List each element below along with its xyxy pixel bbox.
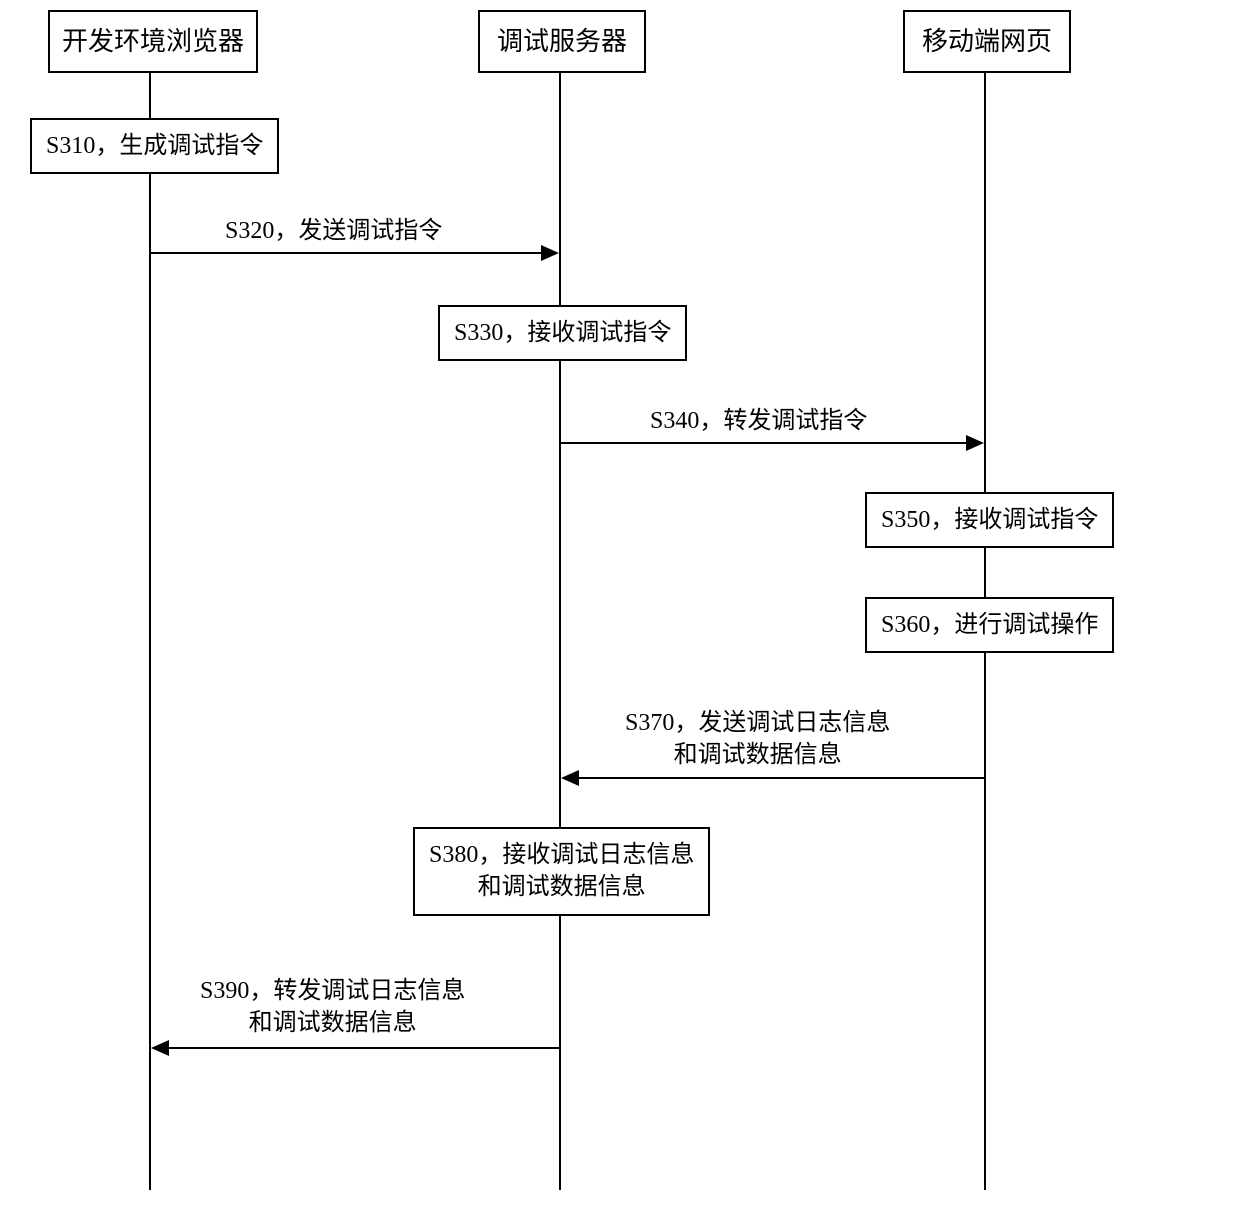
step-s380: S380，接收调试日志信息 和调试数据信息 — [413, 827, 710, 916]
msg-s320-text: S320，发送调试指令 — [225, 218, 442, 244]
step-s360: S360，进行调试操作 — [865, 597, 1114, 653]
arrow-s340 — [561, 442, 968, 444]
arrow-s370 — [578, 777, 985, 779]
step-s380-line2: 和调试数据信息 — [478, 874, 646, 900]
msg-s370-label: S370，发送调试日志信息 和调试数据信息 — [625, 707, 890, 772]
arrow-s320 — [151, 252, 543, 254]
msg-s320-label: S320，发送调试指令 — [225, 215, 442, 247]
actor-server: 调试服务器 — [478, 10, 646, 73]
step-s350-text: S350，接收调试指令 — [881, 507, 1098, 533]
step-s380-line1: S380，接收调试日志信息 — [429, 842, 694, 868]
arrow-s390-head — [151, 1040, 169, 1056]
msg-s370-line1: S370，发送调试日志信息 — [625, 710, 890, 736]
actor-mobile-label: 移动端网页 — [922, 27, 1052, 56]
step-s350: S350，接收调试指令 — [865, 492, 1114, 548]
msg-s370-line2: 和调试数据信息 — [674, 742, 842, 768]
actor-browser-label: 开发环境浏览器 — [62, 27, 244, 56]
step-s310: S310，生成调试指令 — [30, 118, 279, 174]
actor-browser: 开发环境浏览器 — [48, 10, 258, 73]
msg-s390-line2: 和调试数据信息 — [249, 1010, 417, 1036]
step-s330: S330，接收调试指令 — [438, 305, 687, 361]
msg-s340-text: S340，转发调试指令 — [650, 408, 867, 434]
lifeline-server — [559, 72, 561, 1190]
actor-server-label: 调试服务器 — [497, 27, 627, 56]
actor-mobile: 移动端网页 — [903, 10, 1071, 73]
arrow-s340-head — [966, 435, 984, 451]
step-s360-text: S360，进行调试操作 — [881, 612, 1098, 638]
msg-s390-label: S390，转发调试日志信息 和调试数据信息 — [200, 975, 465, 1040]
arrow-s320-head — [541, 245, 559, 261]
lifeline-browser — [149, 72, 151, 1190]
arrow-s390 — [168, 1047, 560, 1049]
arrow-s370-head — [561, 770, 579, 786]
msg-s340-label: S340，转发调试指令 — [650, 405, 867, 437]
step-s310-text: S310，生成调试指令 — [46, 133, 263, 159]
step-s330-text: S330，接收调试指令 — [454, 320, 671, 346]
msg-s390-line1: S390，转发调试日志信息 — [200, 978, 465, 1004]
sequence-diagram: 开发环境浏览器 调试服务器 移动端网页 S310，生成调试指令 S320，发送调… — [0, 0, 1240, 1205]
